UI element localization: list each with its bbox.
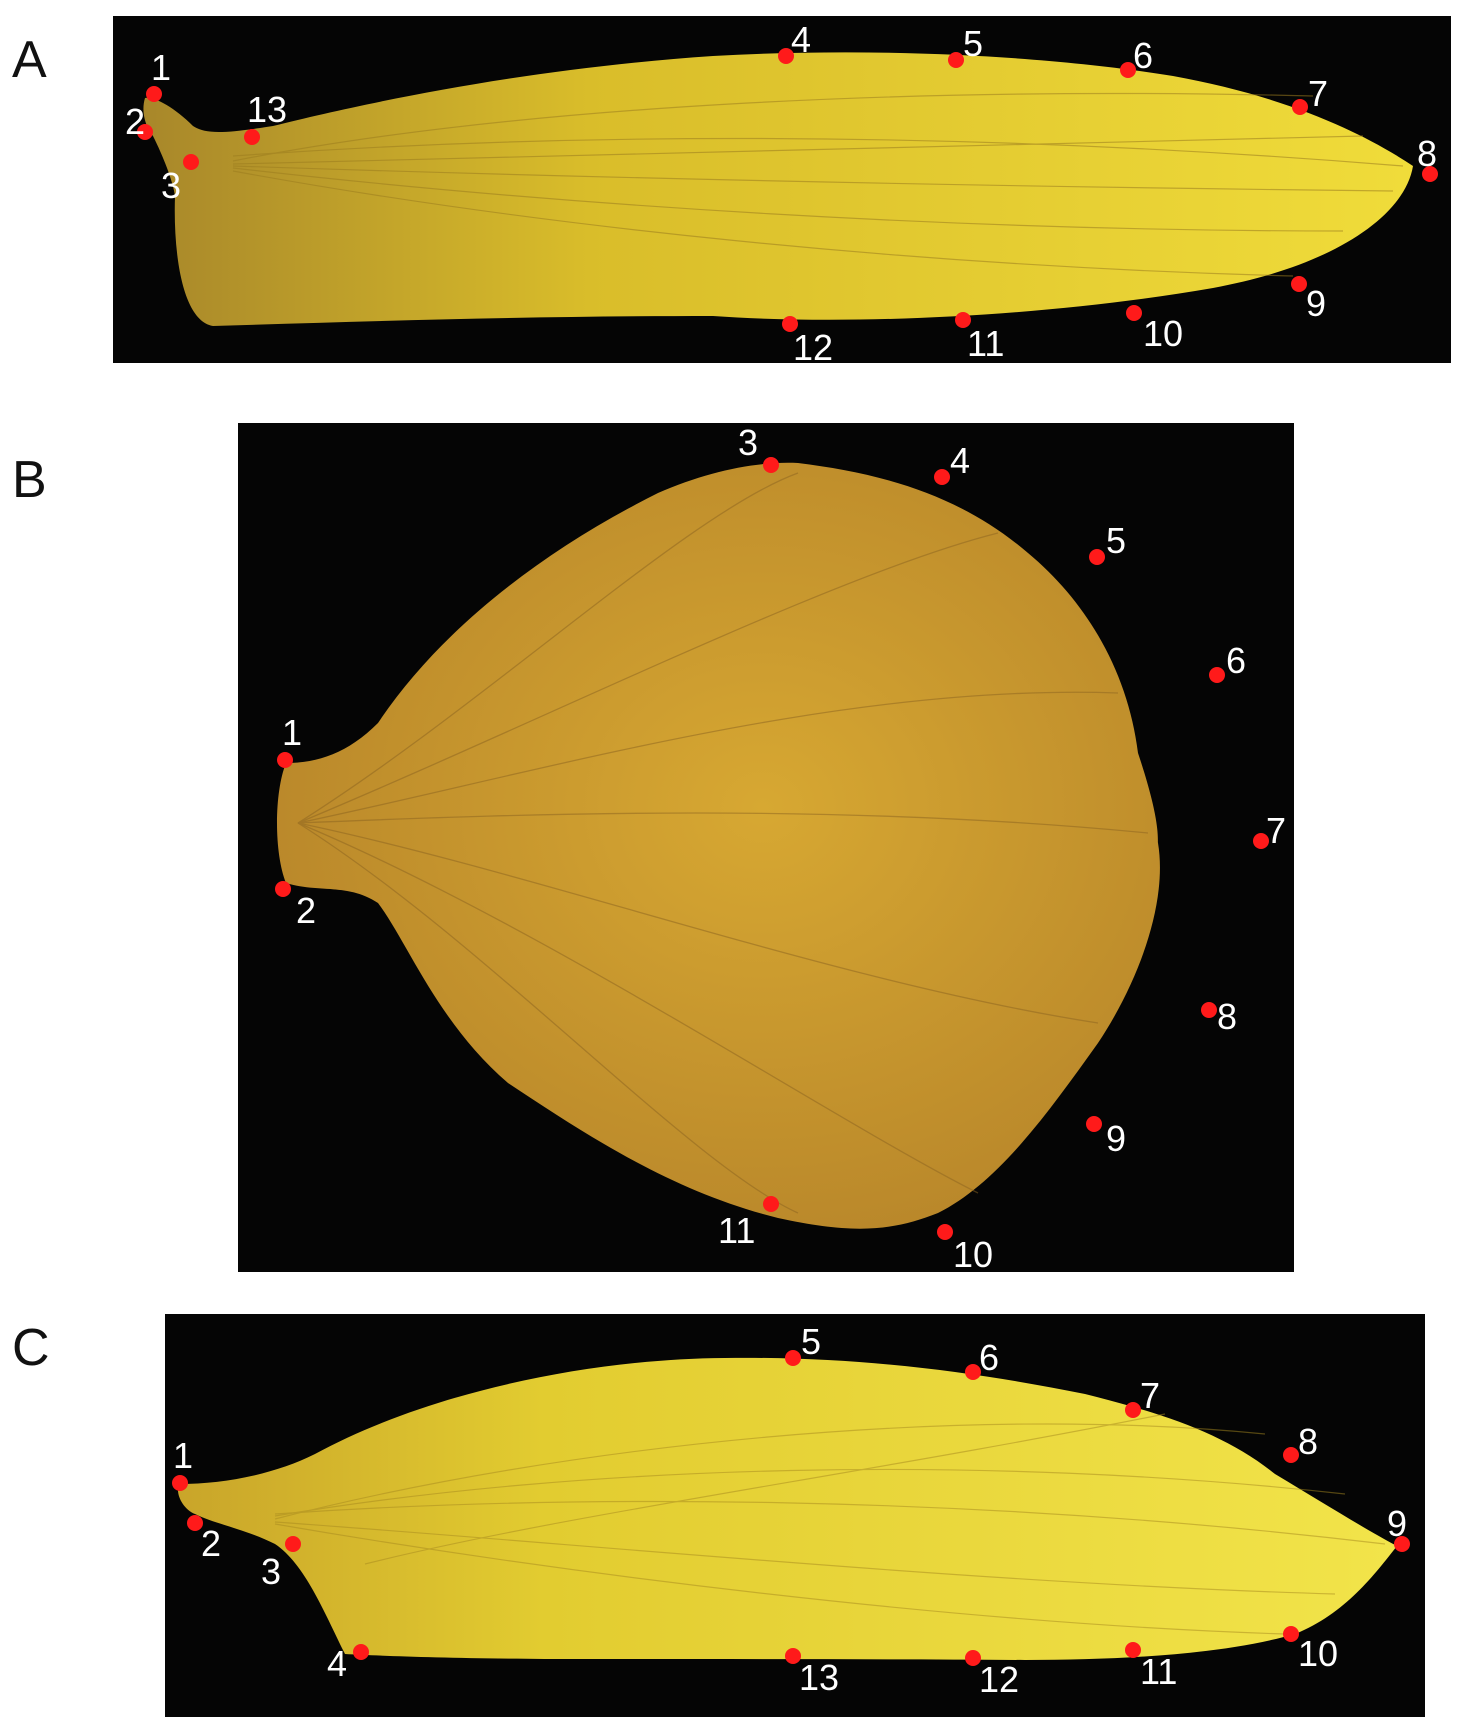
landmark-dot [1126, 305, 1142, 321]
landmark-dot [948, 52, 964, 68]
landmark-dot [937, 1224, 953, 1240]
landmark-label: 2 [125, 101, 145, 142]
landmark-dot [277, 752, 293, 768]
landmark-label: 10 [953, 1234, 993, 1272]
landmark-label: 1 [151, 47, 171, 88]
landmark-dot [763, 457, 779, 473]
landmark-dot [183, 154, 199, 170]
landmark-label: 7 [1266, 810, 1286, 851]
landmark-label: 9 [1306, 283, 1326, 324]
petal-c-shape [177, 1357, 1398, 1660]
landmark-dot [244, 129, 260, 145]
landmark-dot [763, 1196, 779, 1212]
landmark-label: 13 [247, 89, 287, 130]
landmark-label: 7 [1140, 1375, 1160, 1416]
landmark-label: 8 [1298, 1421, 1318, 1462]
landmark-label: 5 [963, 23, 983, 64]
landmark-dot [285, 1536, 301, 1552]
landmark-dot [1394, 1536, 1410, 1552]
landmark-label: 3 [261, 1551, 281, 1592]
landmark-label: 6 [1133, 35, 1153, 76]
landmark-dot [1125, 1642, 1141, 1658]
landmark-label: 1 [173, 1435, 193, 1476]
panel-letter-c: C [12, 1319, 50, 1377]
landmark-label: 8 [1417, 133, 1437, 174]
landmark-dot [965, 1364, 981, 1380]
petal-b-shape [277, 462, 1160, 1229]
landmark-dot [934, 469, 950, 485]
petal-photo-c: 1 2 3 4 5 6 7 8 9 10 11 12 13 [165, 1314, 1425, 1717]
petal-photo-a: 1 2 3 4 5 6 7 8 9 10 11 12 13 [113, 16, 1451, 363]
landmark-dot [1125, 1402, 1141, 1418]
landmark-label: 13 [799, 1657, 839, 1698]
landmark-dot [1089, 549, 1105, 565]
landmark-label: 4 [791, 19, 811, 60]
landmark-label: 1 [282, 712, 302, 753]
landmark-dot [1209, 667, 1225, 683]
landmark-dot [1120, 62, 1136, 78]
landmark-dot [353, 1644, 369, 1660]
landmarks-b: 1 2 3 4 5 6 7 8 9 10 11 [275, 423, 1286, 1272]
landmark-dot [782, 316, 798, 332]
petal-photo-b: 1 2 3 4 5 6 7 8 9 10 11 [238, 423, 1294, 1272]
landmark-label: 9 [1387, 1503, 1407, 1544]
landmark-label: 7 [1308, 73, 1328, 114]
landmark-dot [172, 1475, 188, 1491]
landmark-dot [275, 881, 291, 897]
landmark-dot [785, 1350, 801, 1366]
landmark-dot [1283, 1626, 1299, 1642]
landmark-label: 2 [201, 1523, 221, 1564]
petal-a-shape [143, 52, 1413, 326]
landmark-dot [1283, 1447, 1299, 1463]
landmark-label: 11 [718, 1210, 755, 1251]
landmark-dot [187, 1515, 203, 1531]
landmark-dot [1253, 833, 1269, 849]
landmark-label: 5 [801, 1321, 821, 1362]
landmark-label: 8 [1217, 996, 1237, 1037]
landmark-label: 5 [1106, 520, 1126, 561]
landmark-dot [137, 124, 153, 140]
landmark-dot [778, 48, 794, 64]
landmark-dot [146, 86, 162, 102]
landmark-dot [1291, 276, 1307, 292]
landmark-dot [1292, 99, 1308, 115]
landmark-dot [1201, 1002, 1217, 1018]
landmark-dot [1422, 166, 1438, 182]
landmark-label: 4 [327, 1643, 347, 1684]
landmark-label: 3 [738, 423, 758, 463]
landmark-label: 12 [979, 1659, 1019, 1700]
landmark-label: 11 [967, 323, 1004, 363]
landmark-label: 10 [1143, 313, 1183, 354]
panel-letter-a: A [12, 31, 47, 89]
landmark-dot [1086, 1116, 1102, 1132]
landmark-label: 4 [950, 440, 970, 481]
panel-letter-b: B [12, 451, 47, 509]
landmark-label: 6 [979, 1337, 999, 1378]
landmark-label: 10 [1298, 1633, 1338, 1674]
landmark-dot [955, 312, 971, 328]
landmark-label: 12 [793, 327, 833, 363]
landmark-label: 3 [161, 165, 181, 206]
landmark-dot [965, 1650, 981, 1666]
landmark-label: 6 [1226, 640, 1246, 681]
landmark-label: 9 [1106, 1118, 1126, 1159]
landmark-dot [785, 1648, 801, 1664]
landmark-label: 2 [296, 890, 316, 931]
landmark-label: 11 [1140, 1651, 1177, 1692]
